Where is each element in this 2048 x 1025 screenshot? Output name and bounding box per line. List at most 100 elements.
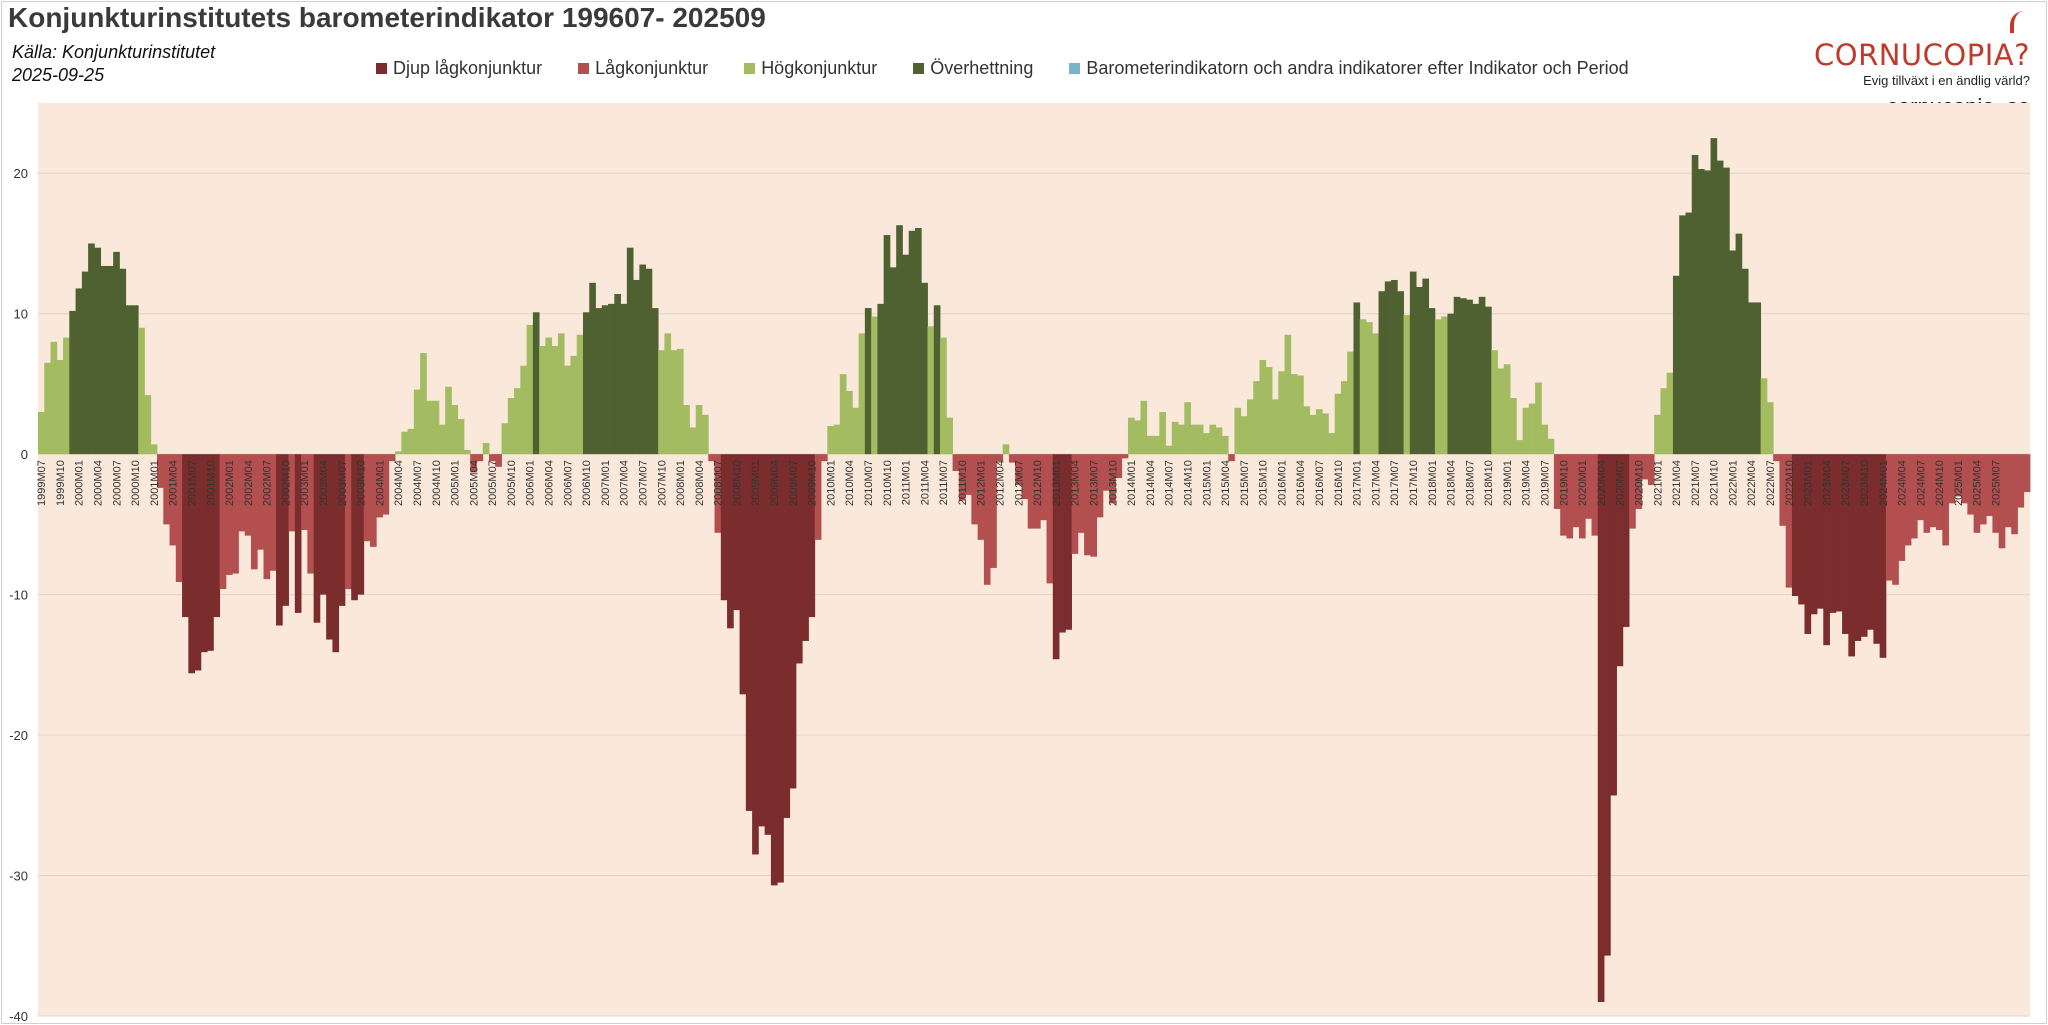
- bar: [1704, 170, 1711, 455]
- bar: [545, 337, 553, 455]
- bar: [858, 333, 866, 455]
- bar: [514, 388, 521, 455]
- x-tick-label: 2001M04: [168, 460, 180, 506]
- bar: [188, 454, 196, 674]
- x-tick-label: 2006M01: [525, 460, 537, 506]
- bar: [1654, 414, 1661, 455]
- bar: [921, 282, 928, 455]
- bar: [1867, 454, 1874, 630]
- bar: [802, 454, 809, 641]
- bar: [75, 288, 83, 455]
- bar: [733, 454, 740, 611]
- x-tick-label: 2019M01: [1502, 460, 1514, 506]
- bar: [1973, 454, 1981, 533]
- x-tick-label: 2000M04: [93, 460, 105, 506]
- x-tick-label: 1999M10: [55, 460, 67, 506]
- bar: [1810, 454, 1818, 615]
- y-tick-label: 10: [14, 307, 28, 322]
- x-tick-label: 2003M10: [356, 460, 368, 506]
- x-tick-label: 2010M01: [825, 460, 837, 506]
- x-tick-label: 2007M10: [656, 460, 668, 506]
- x-tick-label: 2010M04: [844, 460, 856, 506]
- bar: [1560, 454, 1567, 536]
- bar: [852, 407, 860, 455]
- bar: [338, 454, 346, 606]
- bar: [1923, 454, 1931, 533]
- bar: [645, 268, 653, 455]
- bar: [971, 454, 979, 525]
- bar: [150, 444, 158, 455]
- x-tick-label: 2005M01: [450, 460, 462, 506]
- x-tick-label: 2015M04: [1220, 460, 1232, 506]
- bar: [157, 454, 164, 488]
- bar: [131, 305, 139, 455]
- x-tick-label: 2003M07: [337, 460, 349, 506]
- bar: [1854, 454, 1862, 641]
- bar: [1034, 454, 1041, 529]
- bar: [1171, 421, 1179, 455]
- x-tick-label: 2001M01: [149, 460, 161, 506]
- bar: [1766, 402, 1774, 455]
- bar: [357, 454, 365, 595]
- bar: [1585, 454, 1592, 519]
- bar: [1234, 407, 1242, 455]
- x-tick-label: 2021M04: [1671, 460, 1683, 506]
- x-tick-label: 2017M07: [1389, 460, 1401, 506]
- bar: [1710, 138, 1718, 455]
- bar: [520, 365, 528, 455]
- x-tick-label: 2010M10: [882, 460, 894, 506]
- x-tick-label: 2012M10: [1032, 460, 1044, 506]
- bar: [1785, 454, 1793, 588]
- bar: [1936, 454, 1943, 531]
- bar: [1892, 454, 1899, 585]
- bar: [169, 454, 177, 546]
- x-tick-label: 2014M07: [1164, 460, 1176, 506]
- bar: [100, 265, 108, 455]
- bar: [1059, 454, 1066, 633]
- x-tick-label: 2001M10: [205, 460, 217, 506]
- bar: [138, 327, 145, 455]
- bar: [495, 454, 502, 467]
- bar: [1115, 454, 1123, 479]
- bar: [113, 251, 120, 455]
- bar: [977, 454, 985, 540]
- bar: [119, 268, 127, 455]
- legend-item-overhettning: Överhettning: [913, 58, 1033, 79]
- bar: [232, 454, 239, 574]
- bar: [1459, 298, 1467, 455]
- bar: [777, 454, 784, 883]
- x-tick-label: 2023M07: [1840, 460, 1852, 506]
- bar: [250, 454, 258, 570]
- bar: [50, 341, 58, 455]
- bar: [225, 454, 233, 575]
- bar: [914, 228, 922, 455]
- x-tick-label: 2011M07: [938, 460, 950, 505]
- bar: [1265, 367, 1273, 455]
- x-tick-label: 2010M07: [863, 460, 875, 506]
- x-tick-label: 2016M01: [1276, 460, 1288, 506]
- x-tick-label: 2004M10: [431, 460, 443, 506]
- bar: [1178, 424, 1185, 455]
- x-tick-label: 2011M10: [957, 460, 969, 505]
- bar: [532, 312, 540, 455]
- bar: [1228, 454, 1235, 462]
- bar: [664, 333, 672, 455]
- bar: [326, 454, 333, 640]
- bar: [1723, 167, 1730, 455]
- bar: [144, 395, 152, 455]
- bar: [1835, 454, 1843, 612]
- bar: [301, 454, 308, 531]
- x-tick-label: 2024M07: [1915, 460, 1927, 506]
- bar: [1447, 313, 1455, 455]
- bar: [56, 360, 64, 455]
- bar: [1303, 406, 1311, 455]
- x-tick-label: 2025M07: [1991, 460, 2003, 506]
- bar: [1478, 296, 1486, 455]
- bar: [1553, 454, 1561, 509]
- bar: [1904, 454, 1912, 546]
- bar: [351, 454, 358, 601]
- x-tick-label: 2022M10: [1784, 460, 1796, 506]
- bar: [1284, 334, 1292, 455]
- bar: [1215, 427, 1223, 455]
- bar: [501, 423, 509, 455]
